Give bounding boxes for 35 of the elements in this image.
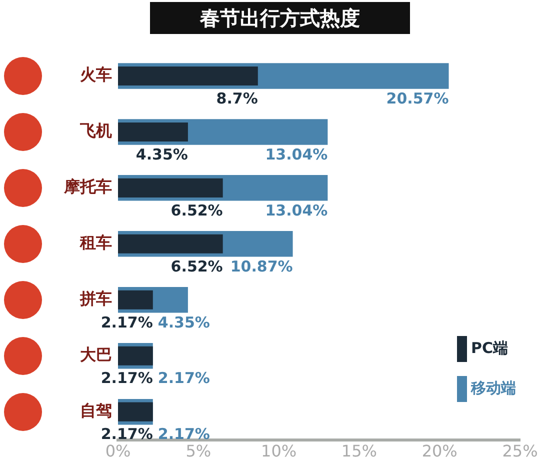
- y-tick-label: 摩托车: [63, 177, 112, 196]
- text: 2.17%: [100, 313, 153, 332]
- bar: [118, 66, 258, 86]
- x-tick-label: 10%: [261, 442, 297, 461]
- y-tick-label: 大巴: [80, 345, 112, 364]
- bar: [118, 122, 188, 142]
- text: 2.17%: [158, 369, 210, 388]
- bar: [118, 178, 223, 198]
- x-tick-label: 0%: [105, 442, 131, 461]
- bar: [118, 234, 223, 254]
- text: 4.35%: [158, 313, 210, 332]
- x-tick-label: 20%: [422, 442, 458, 461]
- y-tick-label: 自驾: [80, 400, 112, 420]
- text: 2.17%: [100, 425, 153, 444]
- x-tick-label: 25%: [502, 442, 538, 461]
- x-tick-label: 5%: [186, 442, 212, 461]
- text: 6.52%: [170, 201, 223, 220]
- text: 13.04%: [265, 201, 328, 220]
- text: 6.52%: [170, 257, 223, 276]
- legend-label: 移动端: [471, 379, 516, 398]
- text: 2.17%: [100, 369, 153, 388]
- chart-title: 春节出行方式热度: [150, 2, 410, 34]
- text: 13.04%: [265, 145, 328, 164]
- text: 2.17%: [158, 425, 210, 444]
- text: 8.7%: [216, 89, 258, 108]
- text: 4.35%: [136, 145, 188, 164]
- text: 10.87%: [230, 257, 293, 276]
- bar: [118, 290, 153, 310]
- y-tick-label: 火车: [80, 65, 112, 84]
- y-tick-label: 飞机: [79, 121, 112, 140]
- legend-label: PC端: [471, 339, 508, 358]
- y-tick-label: 租车: [79, 233, 112, 252]
- x-tick-label: 15%: [341, 442, 377, 461]
- y-tick-label: 拼车: [79, 289, 112, 308]
- text: 20.57%: [386, 89, 449, 108]
